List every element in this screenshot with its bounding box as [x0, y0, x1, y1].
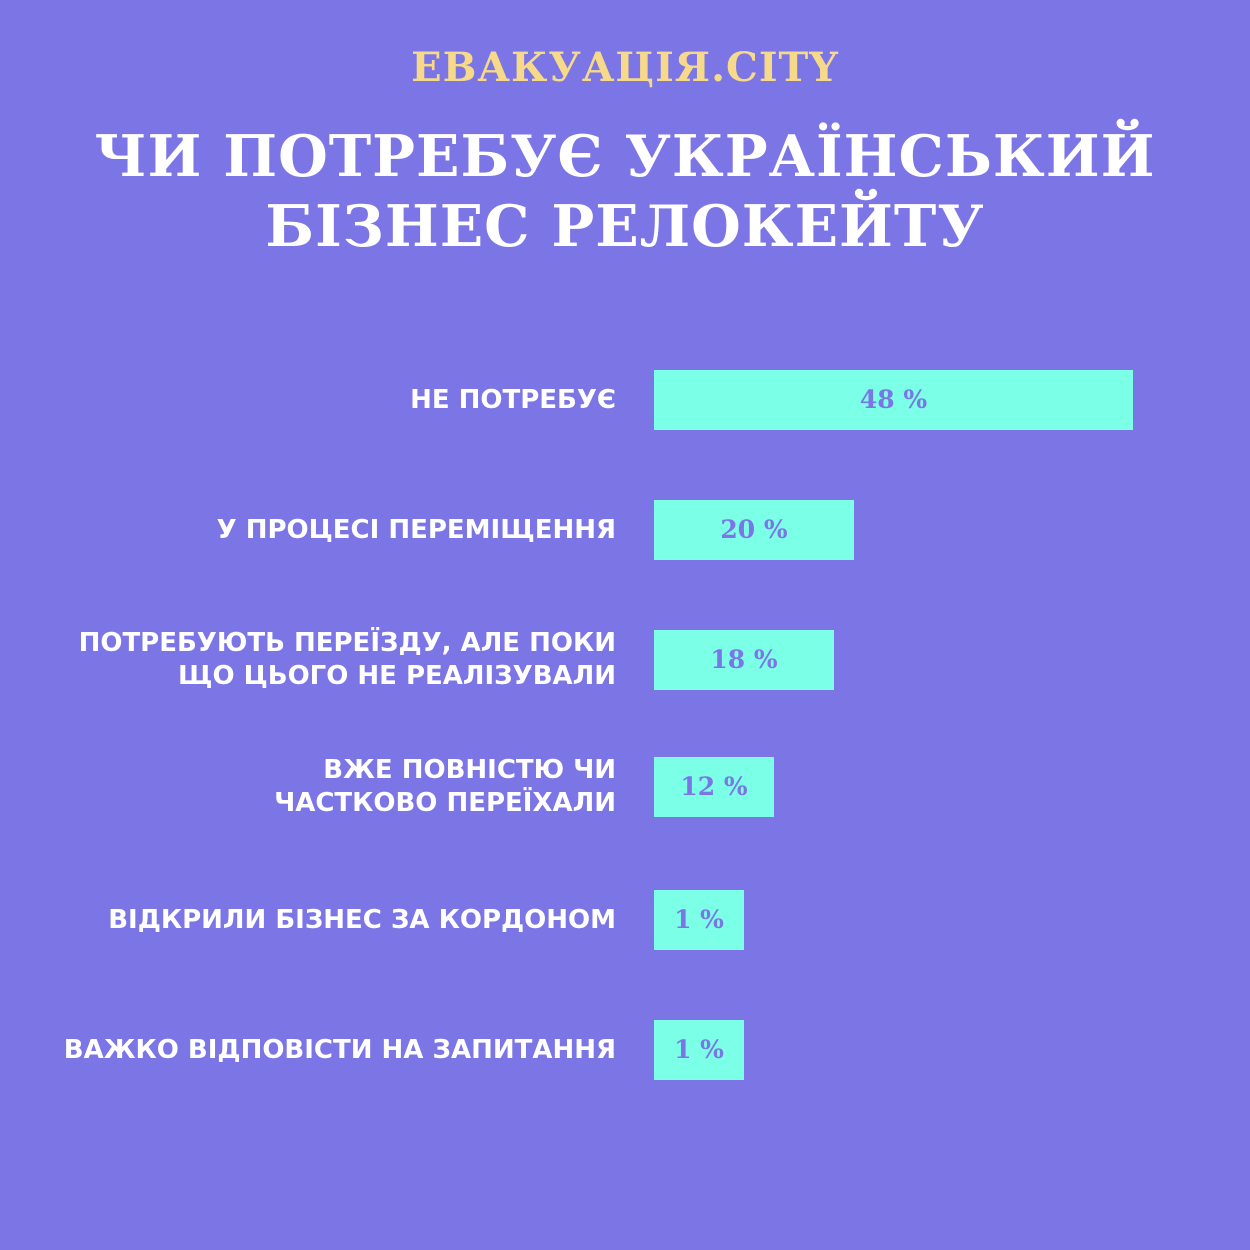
category-label-line: НЕ ПОТРЕБУЄ [410, 384, 616, 415]
category-label-line: ВЖЕ ПОВНІСТЮ ЧИ [323, 755, 616, 785]
bar [654, 1020, 744, 1080]
category-label-line: ЧАСТКОВО ПЕРЕЇХАЛИ [274, 788, 616, 818]
bar [654, 890, 744, 950]
bar-value-label: 12 % [680, 772, 748, 801]
page-title-line-2: БІЗНЕС РЕЛОКЕЙТУ [265, 193, 985, 260]
page-title-line-1: ЧИ ПОТРЕБУЄ УКРАЇНСЬКИЙ [94, 123, 1156, 190]
category-label: ВАЖКО ВІДПОВІСТИ НА ЗАПИТАННЯ [56, 1034, 616, 1067]
bar-value-label: 18 % [710, 645, 778, 674]
category-label: ПОТРЕБУЮТЬ ПЕРЕЇЗДУ, АЛЕ ПОКИ ЩО ЦЬОГО НЕ… [56, 627, 616, 693]
bar-value-label: 48 % [859, 385, 928, 414]
category-label: НЕ ПОТРЕБУЄ [56, 384, 616, 417]
category-label-line: ПОТРЕБУЮТЬ ПЕРЕЇЗДУ, АЛЕ ПОКИ [78, 628, 616, 658]
bar [654, 370, 1133, 430]
category-label-line: ВАЖКО ВІДПОВІСТИ НА ЗАПИТАННЯ [63, 1034, 616, 1065]
bar [654, 757, 774, 817]
bar [654, 630, 834, 690]
bar [654, 500, 854, 560]
category-label-line: ЩО ЦЬОГО НЕ РЕАЛІЗУВАЛИ [178, 661, 616, 691]
category-label: ВІДКРИЛИ БІЗНЕС ЗА КОРДОНОМ [56, 904, 616, 937]
category-label-line: У ПРОЦЕСІ ПЕРЕМІЩЕННЯ [216, 514, 616, 545]
bar-value-label: 1 % [674, 1035, 724, 1064]
bar-value-label: 20 % [720, 515, 788, 544]
bar-value-label: 1 % [674, 905, 724, 934]
category-label-line: ВІДКРИЛИ БІЗНЕС ЗА КОРДОНОМ [108, 904, 616, 935]
category-label: ВЖЕ ПОВНІСТЮ ЧИ ЧАСТКОВО ПЕРЕЇХАЛИ [56, 754, 616, 820]
category-label: У ПРОЦЕСІ ПЕРЕМІЩЕННЯ [56, 514, 616, 547]
page-title: ЧИ ПОТРЕБУЄ УКРАЇНСЬКИЙ БІЗНЕС РЕЛОКЕЙТУ [40, 122, 1210, 262]
brand-logo-text: ЕВАКУАЦІЯ.CITY [411, 44, 839, 91]
